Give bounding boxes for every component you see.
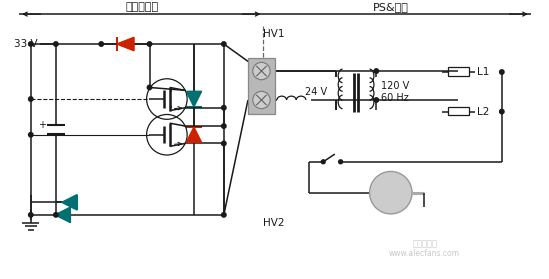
Circle shape bbox=[54, 213, 58, 217]
Text: L2: L2 bbox=[477, 107, 489, 117]
Bar bbox=[448, 67, 469, 76]
Circle shape bbox=[54, 42, 58, 46]
Circle shape bbox=[500, 109, 504, 114]
Text: 24 V: 24 V bbox=[305, 87, 327, 97]
Text: 120 V
60 Hz: 120 V 60 Hz bbox=[381, 81, 410, 103]
Text: 固态继电器: 固态继电器 bbox=[125, 2, 158, 12]
Circle shape bbox=[339, 160, 343, 164]
Text: +: + bbox=[38, 120, 46, 130]
Circle shape bbox=[29, 97, 33, 101]
Circle shape bbox=[374, 69, 379, 73]
Bar bbox=[248, 57, 275, 114]
Text: www.alecfans.com: www.alecfans.com bbox=[389, 249, 460, 258]
Polygon shape bbox=[117, 37, 134, 51]
Circle shape bbox=[369, 171, 412, 214]
Circle shape bbox=[253, 62, 270, 80]
Text: HV1: HV1 bbox=[264, 29, 285, 39]
Circle shape bbox=[222, 124, 226, 128]
Text: PS&负荷: PS&负荷 bbox=[373, 2, 409, 12]
Text: L1: L1 bbox=[477, 67, 489, 77]
Circle shape bbox=[29, 42, 33, 46]
Text: 电子发烧友: 电子发烧友 bbox=[412, 239, 437, 248]
Circle shape bbox=[99, 42, 103, 46]
Circle shape bbox=[222, 213, 226, 217]
Circle shape bbox=[321, 160, 325, 164]
Circle shape bbox=[222, 141, 226, 146]
Polygon shape bbox=[61, 194, 77, 210]
Text: HV2: HV2 bbox=[264, 218, 285, 228]
Circle shape bbox=[222, 105, 226, 110]
Polygon shape bbox=[186, 91, 201, 107]
Polygon shape bbox=[55, 207, 70, 223]
Text: 33 V: 33 V bbox=[14, 39, 38, 49]
Circle shape bbox=[222, 42, 226, 46]
Circle shape bbox=[374, 98, 379, 102]
Bar bbox=[448, 107, 469, 116]
Circle shape bbox=[500, 70, 504, 74]
Circle shape bbox=[29, 213, 33, 217]
Circle shape bbox=[147, 42, 152, 46]
Circle shape bbox=[147, 85, 152, 90]
Circle shape bbox=[29, 133, 33, 137]
Circle shape bbox=[253, 91, 270, 109]
Polygon shape bbox=[186, 127, 201, 143]
